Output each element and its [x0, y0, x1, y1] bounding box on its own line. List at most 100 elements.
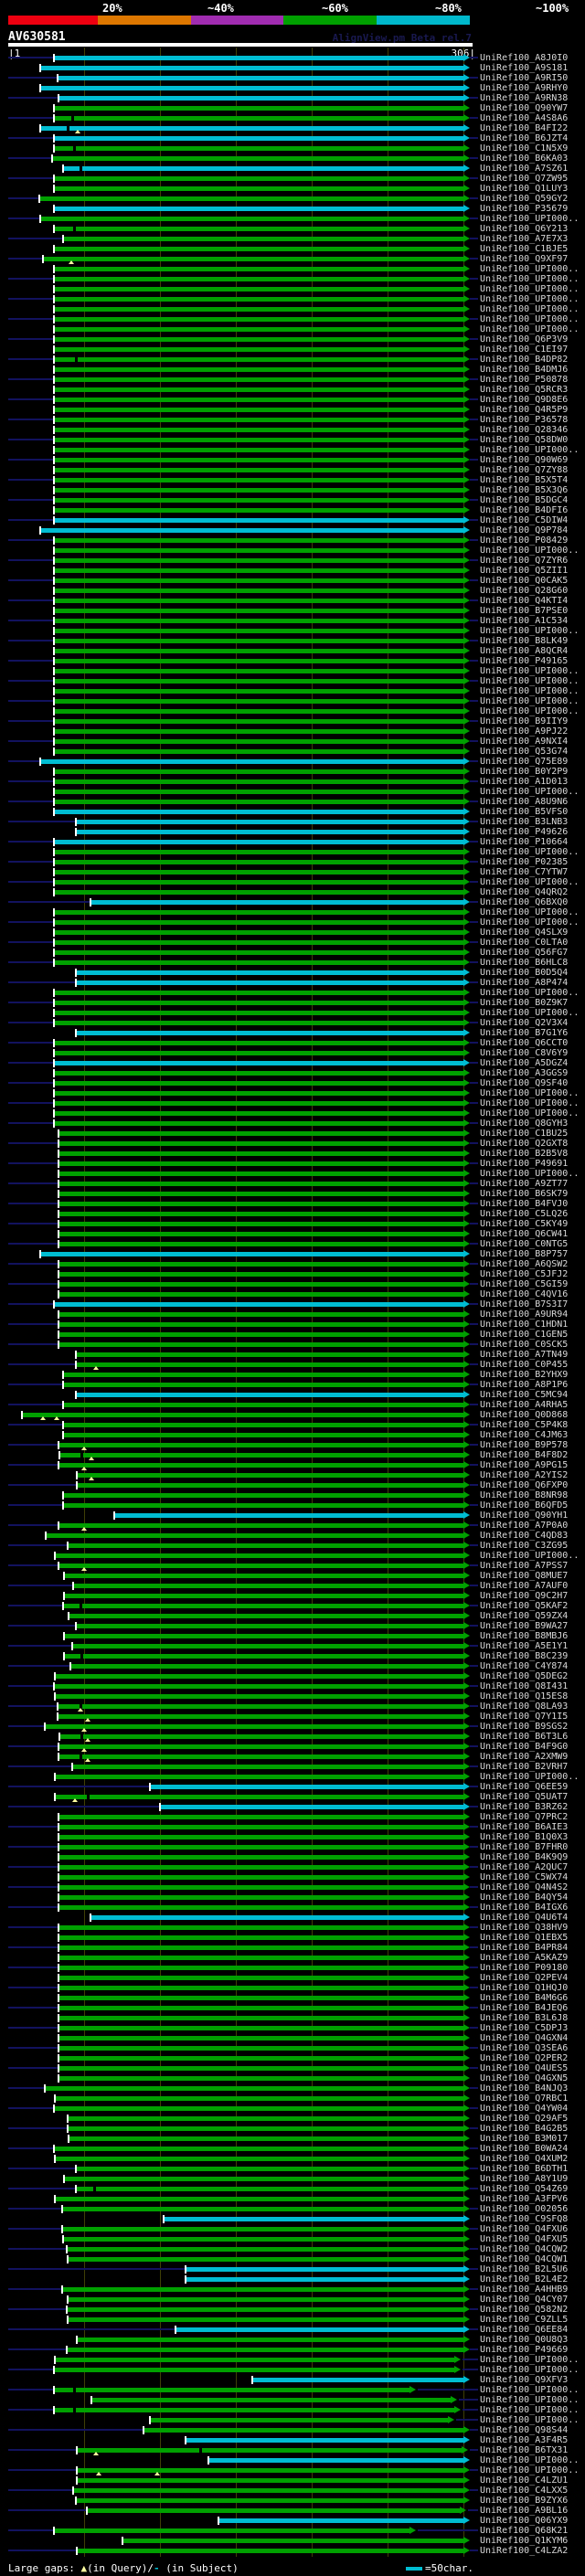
- alignment-bar[interactable]: [115, 1513, 463, 1518]
- alignment-bar[interactable]: [55, 779, 463, 784]
- alignment-bar[interactable]: [55, 739, 463, 744]
- alignment-bar[interactable]: [41, 1252, 463, 1256]
- hit-label[interactable]: UniRef100_B0D5Q4: [480, 968, 569, 978]
- hit-label[interactable]: UniRef100_C4JM63: [480, 1430, 569, 1440]
- alignment-bar[interactable]: [41, 217, 463, 221]
- hit-label[interactable]: UniRef100_A8Y1U9: [480, 2174, 569, 2184]
- hit-label[interactable]: UniRef100_B6AIE3: [480, 1822, 569, 1832]
- hit-label[interactable]: UniRef100_C4QV16: [480, 1289, 569, 1299]
- alignment-bar[interactable]: [78, 2549, 463, 2553]
- hit-label[interactable]: UniRef100_Q7RBC1: [480, 2094, 569, 2104]
- alignment-bar[interactable]: [55, 337, 463, 342]
- hit-label[interactable]: UniRef100_Q4KTI4: [480, 596, 569, 606]
- alignment-bar[interactable]: [55, 860, 463, 864]
- alignment-bar[interactable]: [55, 719, 463, 724]
- hit-label[interactable]: UniRef100_B0Z9K7: [480, 998, 569, 1008]
- hit-label[interactable]: UniRef100_UPI000..: [480, 1098, 580, 1108]
- alignment-bar[interactable]: [59, 96, 463, 101]
- hit-label[interactable]: UniRef100_P35679: [480, 204, 569, 214]
- alignment-bar[interactable]: [59, 1171, 463, 1176]
- alignment-bar[interactable]: [55, 317, 463, 322]
- alignment-bar[interactable]: [59, 1262, 463, 1267]
- hit-label[interactable]: UniRef100_Q7Y1I5: [480, 1712, 569, 1722]
- alignment-bar[interactable]: [63, 2227, 463, 2231]
- alignment-bar[interactable]: [59, 1282, 463, 1287]
- alignment-bar[interactable]: [64, 2237, 463, 2242]
- alignment-bar[interactable]: [63, 2287, 463, 2292]
- hit-label[interactable]: UniRef100_B4M6G6: [480, 1993, 569, 2003]
- alignment-bar[interactable]: [78, 1483, 463, 1488]
- alignment-bar[interactable]: [53, 156, 463, 161]
- hit-label[interactable]: UniRef100_Q4R5P9: [480, 405, 569, 415]
- alignment-bar[interactable]: [55, 850, 463, 854]
- hit-label[interactable]: UniRef100_UPI000..: [480, 626, 580, 636]
- hit-label[interactable]: UniRef100_B3RZ62: [480, 1802, 569, 1812]
- alignment-bar[interactable]: [55, 709, 463, 714]
- alignment-bar[interactable]: [59, 2036, 463, 2041]
- hit-label[interactable]: UniRef100_P49626: [480, 827, 569, 837]
- alignment-bar[interactable]: [55, 880, 463, 885]
- alignment-bar[interactable]: [65, 1594, 463, 1598]
- alignment-bar[interactable]: [55, 1061, 463, 1065]
- hit-label[interactable]: UniRef100_A9PJ22: [480, 726, 569, 737]
- alignment-bar[interactable]: [56, 1553, 463, 1558]
- hit-label[interactable]: UniRef100_A9RI50: [480, 73, 569, 83]
- alignment-bar[interactable]: [55, 56, 463, 60]
- hit-label[interactable]: UniRef100_C4QD83: [480, 1531, 569, 1541]
- alignment-bar[interactable]: [91, 1915, 463, 1920]
- alignment-bar[interactable]: [151, 1785, 463, 1789]
- hit-label[interactable]: UniRef100_Q4N4S2: [480, 1882, 569, 1892]
- hit-label[interactable]: UniRef100_B0Y2P9: [480, 767, 569, 777]
- alignment-bar[interactable]: [55, 649, 463, 653]
- alignment-bar[interactable]: [186, 2277, 463, 2282]
- alignment-bar[interactable]: [55, 578, 463, 583]
- alignment-bar[interactable]: [59, 1523, 463, 1528]
- alignment-bar[interactable]: [69, 2257, 463, 2262]
- hit-label[interactable]: UniRef100_A7SZ61: [480, 164, 569, 174]
- alignment-bar[interactable]: [59, 1815, 463, 1819]
- alignment-bar[interactable]: [59, 1925, 463, 1930]
- alignment-bar[interactable]: [59, 1131, 463, 1136]
- alignment-bar[interactable]: [88, 2508, 460, 2513]
- hit-label[interactable]: UniRef100_P49669: [480, 2345, 569, 2355]
- alignment-bar[interactable]: [77, 970, 463, 975]
- hit-label[interactable]: UniRef100_A7AUF0: [480, 1581, 569, 1591]
- alignment-bar[interactable]: [59, 1312, 463, 1317]
- alignment-bar[interactable]: [55, 1001, 463, 1005]
- hit-label[interactable]: UniRef100_C3ZG95: [480, 1541, 569, 1551]
- alignment-bar[interactable]: [55, 1121, 463, 1126]
- alignment-bar[interactable]: [55, 2528, 410, 2533]
- alignment-bar[interactable]: [59, 1956, 463, 1960]
- alignment-bar[interactable]: [55, 749, 463, 754]
- hit-label[interactable]: UniRef100_A4HHB9: [480, 2284, 569, 2295]
- alignment-bar[interactable]: [55, 558, 463, 563]
- alignment-bar[interactable]: [55, 2388, 410, 2392]
- alignment-bar[interactable]: [73, 1765, 463, 1769]
- hit-label[interactable]: UniRef100_B4JEQ6: [480, 2003, 569, 2013]
- alignment-bar[interactable]: [63, 2207, 463, 2211]
- alignment-bar[interactable]: [55, 2408, 454, 2412]
- hit-label[interactable]: UniRef100_A2XMW9: [480, 1752, 569, 1762]
- hit-label[interactable]: UniRef100_UPI000..: [480, 917, 580, 928]
- hit-label[interactable]: UniRef100_C5DPJ3: [480, 2023, 569, 2033]
- alignment-bar[interactable]: [55, 568, 463, 573]
- hit-label[interactable]: UniRef100_Q0U8Q3: [480, 2335, 569, 2345]
- hit-label[interactable]: UniRef100_B2VRH7: [480, 1762, 569, 1772]
- hit-label[interactable]: UniRef100_UPI000..: [480, 907, 580, 917]
- alignment-bar[interactable]: [59, 2066, 463, 2071]
- alignment-bar[interactable]: [58, 1714, 463, 1719]
- hit-label[interactable]: UniRef100_UPI000..: [480, 304, 580, 314]
- alignment-bar[interactable]: [59, 1935, 463, 1940]
- hit-label[interactable]: UniRef100_C1BJE5: [480, 244, 569, 254]
- hit-label[interactable]: UniRef100_UPI000..: [480, 445, 580, 455]
- alignment-bar[interactable]: [64, 1433, 463, 1437]
- hit-label[interactable]: UniRef100_P10664: [480, 837, 569, 847]
- alignment-bar[interactable]: [176, 2327, 463, 2332]
- hit-label[interactable]: UniRef100_B4F9G0: [480, 1742, 569, 1752]
- alignment-bar[interactable]: [64, 1403, 463, 1407]
- alignment-bar[interactable]: [209, 2458, 463, 2463]
- hit-label[interactable]: UniRef100_A2QUC7: [480, 1862, 569, 1872]
- alignment-bar[interactable]: [55, 408, 463, 412]
- alignment-bar[interactable]: [253, 2378, 463, 2382]
- hit-label[interactable]: UniRef100_B5X5T4: [480, 475, 569, 485]
